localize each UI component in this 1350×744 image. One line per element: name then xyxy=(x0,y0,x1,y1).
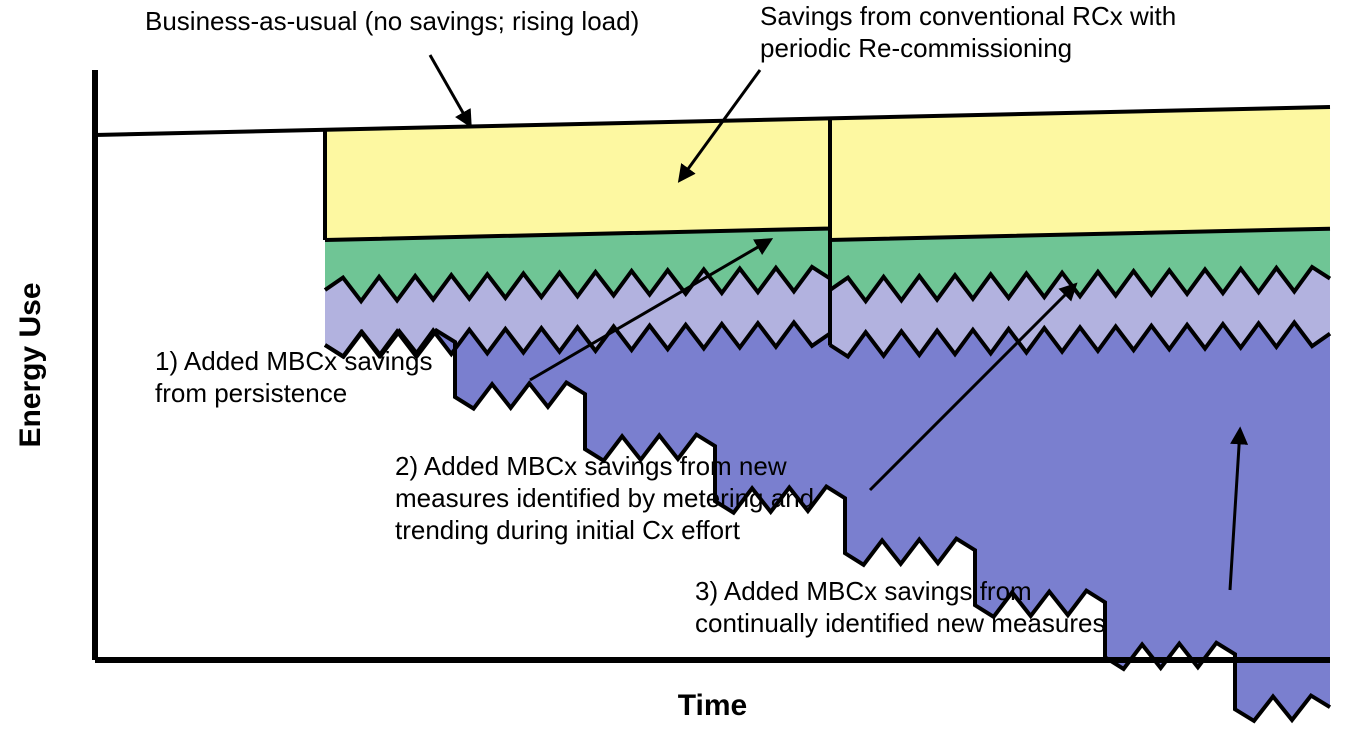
callout-text-new_initial-l0: 2) Added MBCx savings from new xyxy=(395,451,787,481)
callout-text-new_initial-l2: trending during initial Cx effort xyxy=(395,515,741,545)
y-axis-label: Energy Use xyxy=(14,282,47,447)
region-rcx-cycle2 xyxy=(830,107,1330,240)
callout-text-new_continuous-l1: continually identified new measures xyxy=(695,608,1105,638)
chart-svg: Time Energy Use Business-as-usual (no savi… xyxy=(0,0,1350,744)
callout-text-rcx-l0: Savings from conventional RCx with xyxy=(760,1,1176,31)
region-rcx-cycle1 xyxy=(325,118,830,240)
chart-root: Time Energy Use Business-as-usual (no savi… xyxy=(0,0,1350,744)
callout-text-bau-l0: Business-as-usual (no savings; rising lo… xyxy=(145,6,639,36)
callout-text-rcx-l1: periodic Re-commissioning xyxy=(760,33,1072,63)
callout-text-new_continuous-l0: 3) Added MBCx savings from xyxy=(695,576,1032,606)
callout-text-new_initial-l1: measures identified by metering and xyxy=(395,483,814,513)
callout-text-persistence-l0: 1) Added MBCx savings xyxy=(155,346,432,376)
x-axis-label: Time xyxy=(678,689,747,722)
callout-text-persistence-l1: from persistence xyxy=(155,378,347,408)
callout-arrow-bau xyxy=(430,55,470,125)
